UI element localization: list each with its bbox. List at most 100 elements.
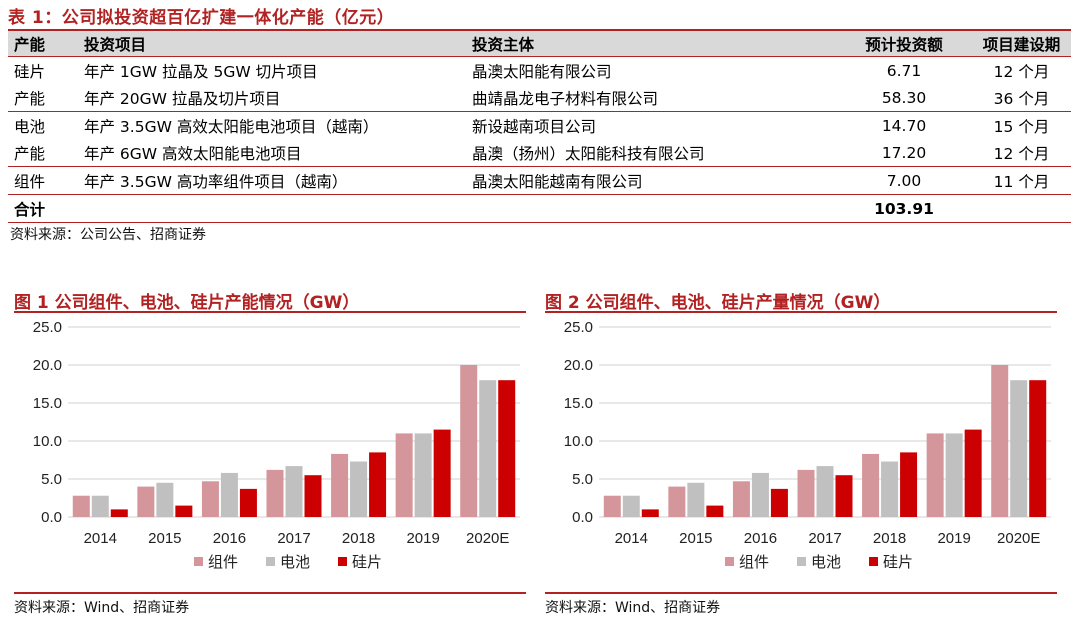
bar-硅片-2017: [835, 475, 853, 517]
bar-电池-2017: [816, 466, 834, 517]
table-row: 产能 年产 6GW 高效太阳能电池项目 晶澳（扬州）太阳能科技有限公司 17.2…: [8, 139, 1071, 167]
legend-label: 组件: [739, 554, 769, 571]
header-amount: 预计投资额: [836, 31, 972, 57]
amount-cell: 58.30: [881, 88, 927, 107]
legend-swatch-硅片: [338, 557, 347, 566]
legend-swatch-电池: [797, 557, 806, 566]
y-tick-label: 25.0: [564, 319, 593, 336]
header-period: 项目建设期: [972, 31, 1071, 57]
y-tick-label: 20.0: [564, 357, 593, 374]
bar-组件-2018: [331, 453, 349, 517]
table-row: 产能 年产 20GW 拉晶及切片项目 曲靖晶龙电子材料有限公司 58.30 36…: [8, 84, 1071, 112]
x-tick-label: 2016: [744, 530, 777, 547]
bar-硅片-2020E: [1029, 380, 1047, 517]
legend-swatch-电池: [266, 557, 275, 566]
project-cell: 年产 6GW 高效太阳能电池项目: [84, 144, 302, 163]
bar-硅片-2018: [900, 452, 918, 517]
legend-swatch-硅片: [869, 557, 878, 566]
entity-cell: 晶澳太阳能越南有限公司: [466, 166, 836, 195]
bar-组件-2014: [603, 495, 621, 517]
entity-cell: 曲靖晶龙电子材料有限公司: [472, 89, 659, 108]
x-tick-label: 2014: [84, 530, 117, 547]
bar-电池-2015: [156, 482, 174, 517]
period-cell: 11 个月: [972, 166, 1071, 195]
chart-2-svg: 0.0 5.0 10.0 15.0 20.0 25.0 2014 2015 2016 2017 20…: [564, 319, 1051, 571]
y-tick-label: 15.0: [33, 395, 62, 412]
legend-swatch-组件: [194, 557, 203, 566]
x-tick-label: 2019: [406, 530, 439, 547]
y-tick-label: 5.0: [572, 471, 593, 488]
category-label: 组件: [8, 166, 78, 195]
bar-硅片-2016: [239, 488, 257, 517]
bar-电池-2014: [622, 495, 640, 517]
investment-table: 产能 投资项目 投资主体 预计投资额 项目建设期 硅片 年产 1GW 拉晶及 5…: [8, 31, 1071, 223]
period-cell: 36 个月: [993, 89, 1050, 108]
bar-电池-2018: [350, 461, 368, 517]
table-top-rule: [8, 29, 1071, 31]
y-tick-label: 10.0: [33, 433, 62, 450]
x-tick-label: 2020E: [997, 530, 1040, 547]
category-label: 产能: [14, 144, 46, 163]
bar-组件-2020E: [991, 365, 1009, 517]
bar-电池-2019: [945, 433, 963, 517]
bar-硅片-2016: [770, 488, 788, 517]
project-cell: 年产 1GW 拉晶及 5GW 切片项目: [78, 56, 466, 84]
bar-硅片-2019: [964, 429, 982, 517]
entity-cell: 新设越南项目公司: [466, 111, 836, 139]
header-project: 投资项目: [78, 31, 466, 57]
bar-电池-2014: [91, 495, 109, 517]
figure-1-title: 图 1 公司组件、电池、硅片产能情况（GW）: [14, 293, 360, 313]
amount-cell: 17.20: [881, 143, 927, 162]
bar-电池-2020E: [1010, 380, 1028, 517]
bar-硅片-2015: [706, 505, 724, 517]
bar-电池-2015: [687, 482, 705, 517]
figure-2-bottom-rule: [545, 592, 1057, 594]
legend-label: 电池: [280, 554, 310, 571]
project-cell: 年产 20GW 拉晶及切片项目: [84, 89, 281, 108]
bar-硅片-2014: [110, 509, 128, 517]
bar-组件-2016: [732, 481, 750, 517]
chart-1-svg: 0.0 5.0 10.0 15.0 20.0 25.0 2014 2015 2016 2017 20…: [33, 319, 520, 571]
bar-组件-2018: [862, 453, 880, 517]
total-value: 103.91: [836, 194, 972, 223]
header-entity: 投资主体: [466, 31, 836, 57]
table-row: 硅片 年产 1GW 拉晶及 5GW 切片项目 晶澳太阳能有限公司 6.71 12…: [8, 56, 1071, 84]
bar-硅片-2018: [369, 452, 387, 517]
bar-电池-2019: [414, 433, 432, 517]
y-tick-label: 5.0: [41, 471, 62, 488]
bar-组件-2015: [137, 486, 155, 517]
table-title: 表 1：公司拟投资超百亿扩建一体化产能（亿元）: [8, 8, 395, 28]
legend-label: 硅片: [352, 554, 382, 571]
bar-组件-2016: [201, 481, 219, 517]
y-tick-label: 0.0: [572, 509, 593, 526]
bar-电池-2020E: [479, 380, 497, 517]
amount-cell: 14.70: [836, 111, 972, 139]
bar-组件-2017: [266, 469, 284, 517]
table-row: 组件 年产 3.5GW 高功率组件项目（越南） 晶澳太阳能越南有限公司 7.00…: [8, 166, 1071, 195]
x-tick-label: 2017: [808, 530, 841, 547]
entity-cell: 晶澳太阳能有限公司: [466, 56, 836, 84]
x-tick-label: 2018: [873, 530, 906, 547]
figure-1-top-rule: [14, 311, 526, 313]
legend-label: 电池: [811, 554, 841, 571]
bar-组件-2015: [668, 486, 686, 517]
bar-组件-2019: [395, 433, 413, 517]
table-row: 电池 年产 3.5GW 高效太阳能电池项目（越南） 新设越南项目公司 14.70…: [8, 111, 1071, 139]
project-cell: 年产 3.5GW 高功率组件项目（越南）: [78, 166, 466, 195]
bar-电池-2017: [285, 466, 303, 517]
legend-label: 组件: [208, 554, 238, 571]
x-tick-label: 2018: [342, 530, 375, 547]
legend-label: 硅片: [883, 554, 913, 571]
bar-硅片-2014: [641, 509, 659, 517]
category-label: 产能: [14, 89, 46, 108]
table-source: 资料来源：公司公告、招商证券: [10, 227, 206, 243]
x-tick-label: 2015: [148, 530, 181, 547]
category-label: 电池: [8, 111, 78, 139]
y-tick-label: 25.0: [33, 319, 62, 336]
y-tick-label: 20.0: [33, 357, 62, 374]
figure-1-source: 资料来源：Wind、招商证券: [14, 600, 190, 616]
period-cell: 15 个月: [972, 111, 1071, 139]
bar-组件-2019: [926, 433, 944, 517]
x-tick-label: 2020E: [466, 530, 509, 547]
bar-组件-2020E: [460, 365, 478, 517]
